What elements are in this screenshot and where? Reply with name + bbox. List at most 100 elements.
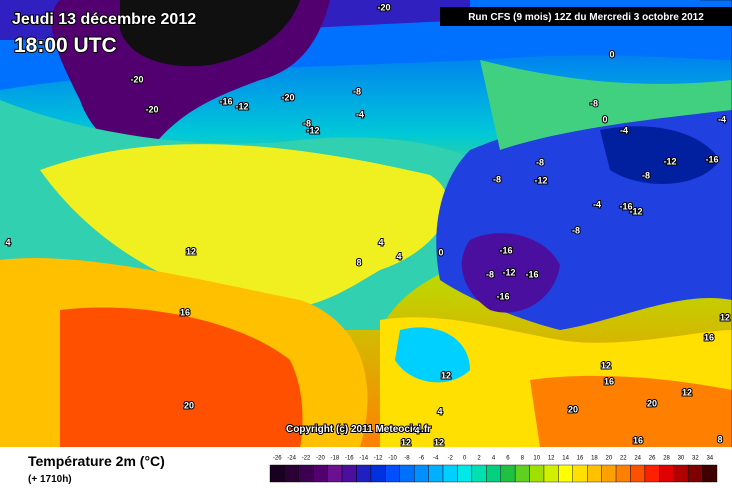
colorbar-tick-label: 30 — [678, 456, 685, 462]
colorbar-tick-label: 10 — [533, 456, 540, 462]
colorbar-cell — [327, 464, 343, 483]
colorbar-cell — [298, 464, 314, 483]
colorbar-cell — [587, 464, 602, 483]
contour-label: 0 — [609, 49, 614, 59]
contour-label: 4 — [396, 251, 401, 261]
colorbar-tick-label: -10 — [388, 456, 397, 462]
legend-title: Température 2m (°C) — [28, 453, 165, 469]
contour-label: 12 — [441, 370, 451, 380]
colorbar-tick-label: -14 — [359, 456, 368, 462]
colorbar-tick-label: 8 — [521, 456, 525, 462]
colorbar-cell — [630, 464, 646, 483]
contour-label: 20 — [568, 404, 578, 414]
contour-label: -16 — [525, 269, 538, 279]
contour-label: 4 — [5, 237, 10, 247]
colorbar-cell — [673, 464, 689, 483]
run-box — [440, 7, 732, 26]
date: Jeudi 13 décembre 2012 — [12, 11, 196, 28]
contour-label: -20 — [145, 104, 158, 114]
contour-label: 8 — [356, 257, 361, 267]
colorbar-tick-label: 4 — [492, 456, 496, 462]
colorbar-cell — [558, 464, 574, 483]
colorbar-cell — [601, 464, 617, 483]
colorbar-cell — [529, 464, 545, 483]
colorbar-cell — [500, 464, 516, 483]
colorbar-tick-label: 12 — [548, 456, 555, 462]
contour-label: 16 — [604, 376, 614, 386]
contour-label: -8 — [572, 225, 580, 235]
colorbar-cell — [442, 464, 458, 483]
colorbar-cell — [385, 464, 400, 483]
colorbar-tick-label: -22 — [302, 456, 311, 462]
contour-label: -4 — [718, 114, 726, 124]
colorbar-tick-label: -2 — [448, 456, 454, 462]
contour-label: -8 — [353, 86, 361, 96]
colorbar-tick-label: -6 — [419, 456, 425, 462]
contour-label: -4 — [620, 125, 628, 135]
colorbar-cell — [399, 464, 415, 483]
map — [0, 0, 732, 447]
contour-label: -8 — [493, 174, 501, 184]
contour-label: 12 — [401, 437, 411, 447]
contour-label: 0 — [438, 247, 443, 257]
colorbar-tick-label: -20 — [316, 456, 325, 462]
colorbar-cell — [615, 464, 631, 483]
contour-label: 12 — [720, 312, 730, 322]
colorbar-cell — [659, 464, 674, 483]
colorbar-cell — [313, 464, 328, 483]
contour-label: 0 — [602, 114, 607, 124]
contour-label: -12 — [534, 175, 547, 185]
contour-label: 12 — [682, 387, 692, 397]
colorbar-cell — [370, 464, 386, 483]
colorbar-cell — [471, 464, 487, 483]
contour-label: -12 — [306, 125, 319, 135]
colorbar-cell — [269, 464, 285, 483]
contour-label: 4 — [414, 425, 419, 435]
contour-label: -12 — [629, 206, 642, 216]
contour-label: -4 — [356, 109, 364, 119]
colorbar-tick-label: -24 — [287, 456, 296, 462]
contour-label: -16 — [219, 96, 232, 106]
contour-label: 20 — [184, 400, 194, 410]
colorbar-cell — [702, 464, 718, 483]
contour-label: -20 — [377, 2, 390, 12]
colorbar-tick-label: 22 — [620, 456, 627, 462]
contour-label: -20 — [130, 74, 143, 84]
contour-label: 12 — [186, 246, 196, 256]
contour-label: -12 — [235, 101, 248, 111]
colorbar-cell — [284, 464, 300, 483]
colorbar-tick-label: 6 — [506, 456, 510, 462]
colorbar-tick-label: -18 — [331, 456, 340, 462]
colorbar-tick-label: 2 — [477, 456, 481, 462]
colorbar-tick-label: 34 — [706, 456, 713, 462]
run-info: Run CFS (9 mois) 12Z du Mercredi 3 octob… — [468, 12, 704, 23]
contour-label: 20 — [647, 398, 657, 408]
colorbar-tick-label: 0 — [463, 456, 467, 462]
contour-label: -8 — [303, 118, 311, 128]
colorbar-tick-label: -8 — [404, 456, 410, 462]
contour-label: -16 — [619, 201, 632, 211]
contour-label: 4 — [437, 406, 442, 416]
contour-label: -16 — [499, 245, 512, 255]
colorbar-tick-label: 14 — [562, 456, 569, 462]
contour-label: 16 — [180, 307, 190, 317]
legend-lead: (+ 1710h) — [28, 474, 72, 485]
colorbar-cell — [514, 464, 530, 483]
colorbar-tick-label: -16 — [345, 456, 354, 462]
colorbar-tick-label: -12 — [374, 456, 383, 462]
contour-label: -16 — [496, 291, 509, 301]
contour-label: 12 — [601, 360, 611, 370]
colorbar-tick-label: 16 — [577, 456, 584, 462]
colorbar-cell — [687, 464, 703, 483]
time: 18:00 UTC — [14, 34, 117, 57]
colorbar-cell — [428, 464, 444, 483]
colorbar-cell — [543, 464, 559, 483]
contour-label: -8 — [590, 98, 598, 108]
colorbar-cell — [356, 464, 372, 483]
colorbar-cell — [457, 464, 473, 483]
colorbar-tick-label: 18 — [591, 456, 598, 462]
contour-label: -12 — [663, 156, 676, 166]
contour-label: -8 — [486, 269, 494, 279]
